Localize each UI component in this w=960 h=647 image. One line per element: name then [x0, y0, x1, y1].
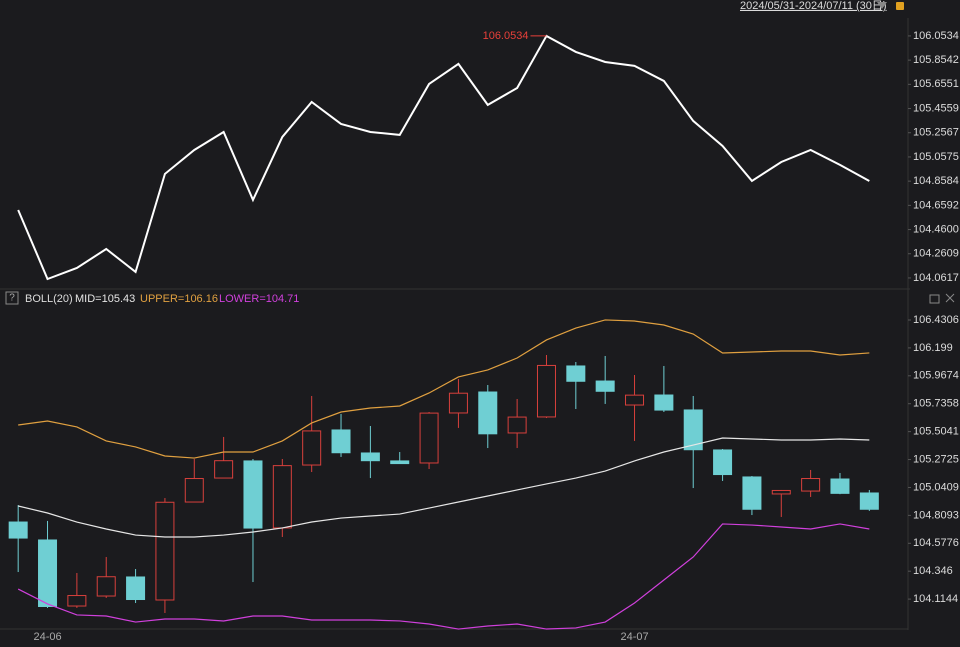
y-tick-label: 104.0617 — [913, 272, 959, 284]
candle-body — [214, 460, 234, 479]
candle-body — [331, 429, 351, 454]
boll-line — [18, 319, 870, 459]
candle-body — [771, 489, 791, 495]
y-tick-label: 104.5776 — [913, 537, 959, 549]
close-icon[interactable] — [945, 293, 955, 303]
y-tick-label: 105.0409 — [913, 481, 959, 493]
legend-entry: LOWER=104.71 — [219, 293, 299, 305]
candle-body — [184, 478, 204, 503]
candle-body — [507, 416, 527, 434]
y-tick-label: 105.5041 — [913, 426, 959, 438]
y-tick-label: 105.9674 — [913, 370, 959, 382]
annotation: 106.0534 — [483, 30, 529, 42]
y-tick-label: 106.199 — [913, 342, 953, 354]
help-icon[interactable] — [5, 291, 19, 305]
y-tick-label: 104.346 — [913, 565, 953, 577]
candle-body — [654, 394, 674, 411]
legend-entry: MID=105.43 — [75, 293, 135, 305]
boll-line — [18, 437, 870, 538]
candle-body — [830, 478, 850, 494]
y-tick-label: 105.6551 — [913, 78, 959, 90]
lock-icon[interactable] — [896, 2, 904, 10]
boll-line — [17, 523, 870, 630]
candle-body — [67, 595, 87, 607]
restore-icon[interactable] — [929, 294, 940, 304]
candle-body — [272, 465, 292, 529]
candle-body — [38, 539, 58, 608]
help-mark: ? — [9, 293, 15, 304]
candle-body — [419, 412, 439, 464]
candle-body — [742, 476, 762, 510]
y-tick-label: 105.4559 — [913, 102, 959, 114]
candle-body — [448, 392, 468, 414]
legend-entry: UPPER=106.16 — [140, 293, 218, 305]
candle-body — [8, 521, 28, 539]
candle-body — [713, 449, 733, 476]
candle-body — [683, 409, 703, 451]
candle-body — [859, 492, 879, 510]
y-tick-label: 104.6592 — [913, 199, 959, 211]
candle-body — [625, 394, 645, 406]
x-tick-label: 24-07 — [620, 631, 648, 643]
candle-body — [302, 430, 322, 466]
candle-body — [243, 460, 263, 529]
y-tick-label: 105.2725 — [913, 453, 959, 465]
y-tick-label: 105.7358 — [913, 398, 959, 410]
y-tick-label: 104.8093 — [913, 509, 959, 521]
y-tick-label: 106.4306 — [913, 314, 959, 326]
y-tick-label: 104.2609 — [913, 248, 959, 260]
candle-body — [360, 452, 380, 462]
candle-body — [801, 478, 821, 492]
y-tick-label: 104.4600 — [913, 223, 959, 235]
y-tick-label: 105.2567 — [913, 127, 959, 139]
candle-body — [390, 460, 410, 465]
y-tick-label: 105.8542 — [913, 54, 959, 66]
candle-body — [155, 501, 175, 601]
y-tick-label: 106.0534 — [913, 30, 959, 42]
price-line — [17, 34, 870, 281]
candle-body — [536, 364, 556, 418]
candle-body — [126, 576, 146, 601]
date-range[interactable]: 2024/05/31-2024/07/11 (30日) — [740, 0, 887, 12]
candle-body — [595, 380, 615, 392]
x-tick-label: 24-06 — [33, 631, 61, 643]
y-tick-label: 105.0575 — [913, 151, 959, 163]
indicator-name: BOLL(20) — [25, 293, 73, 305]
y-tick-label: 104.8584 — [913, 175, 959, 187]
y-tick-label: 104.1144 — [913, 593, 958, 605]
candle-body — [96, 576, 116, 597]
dropdown-icon[interactable] — [877, 2, 887, 9]
candle-body — [566, 365, 586, 382]
candle-body — [478, 391, 498, 435]
